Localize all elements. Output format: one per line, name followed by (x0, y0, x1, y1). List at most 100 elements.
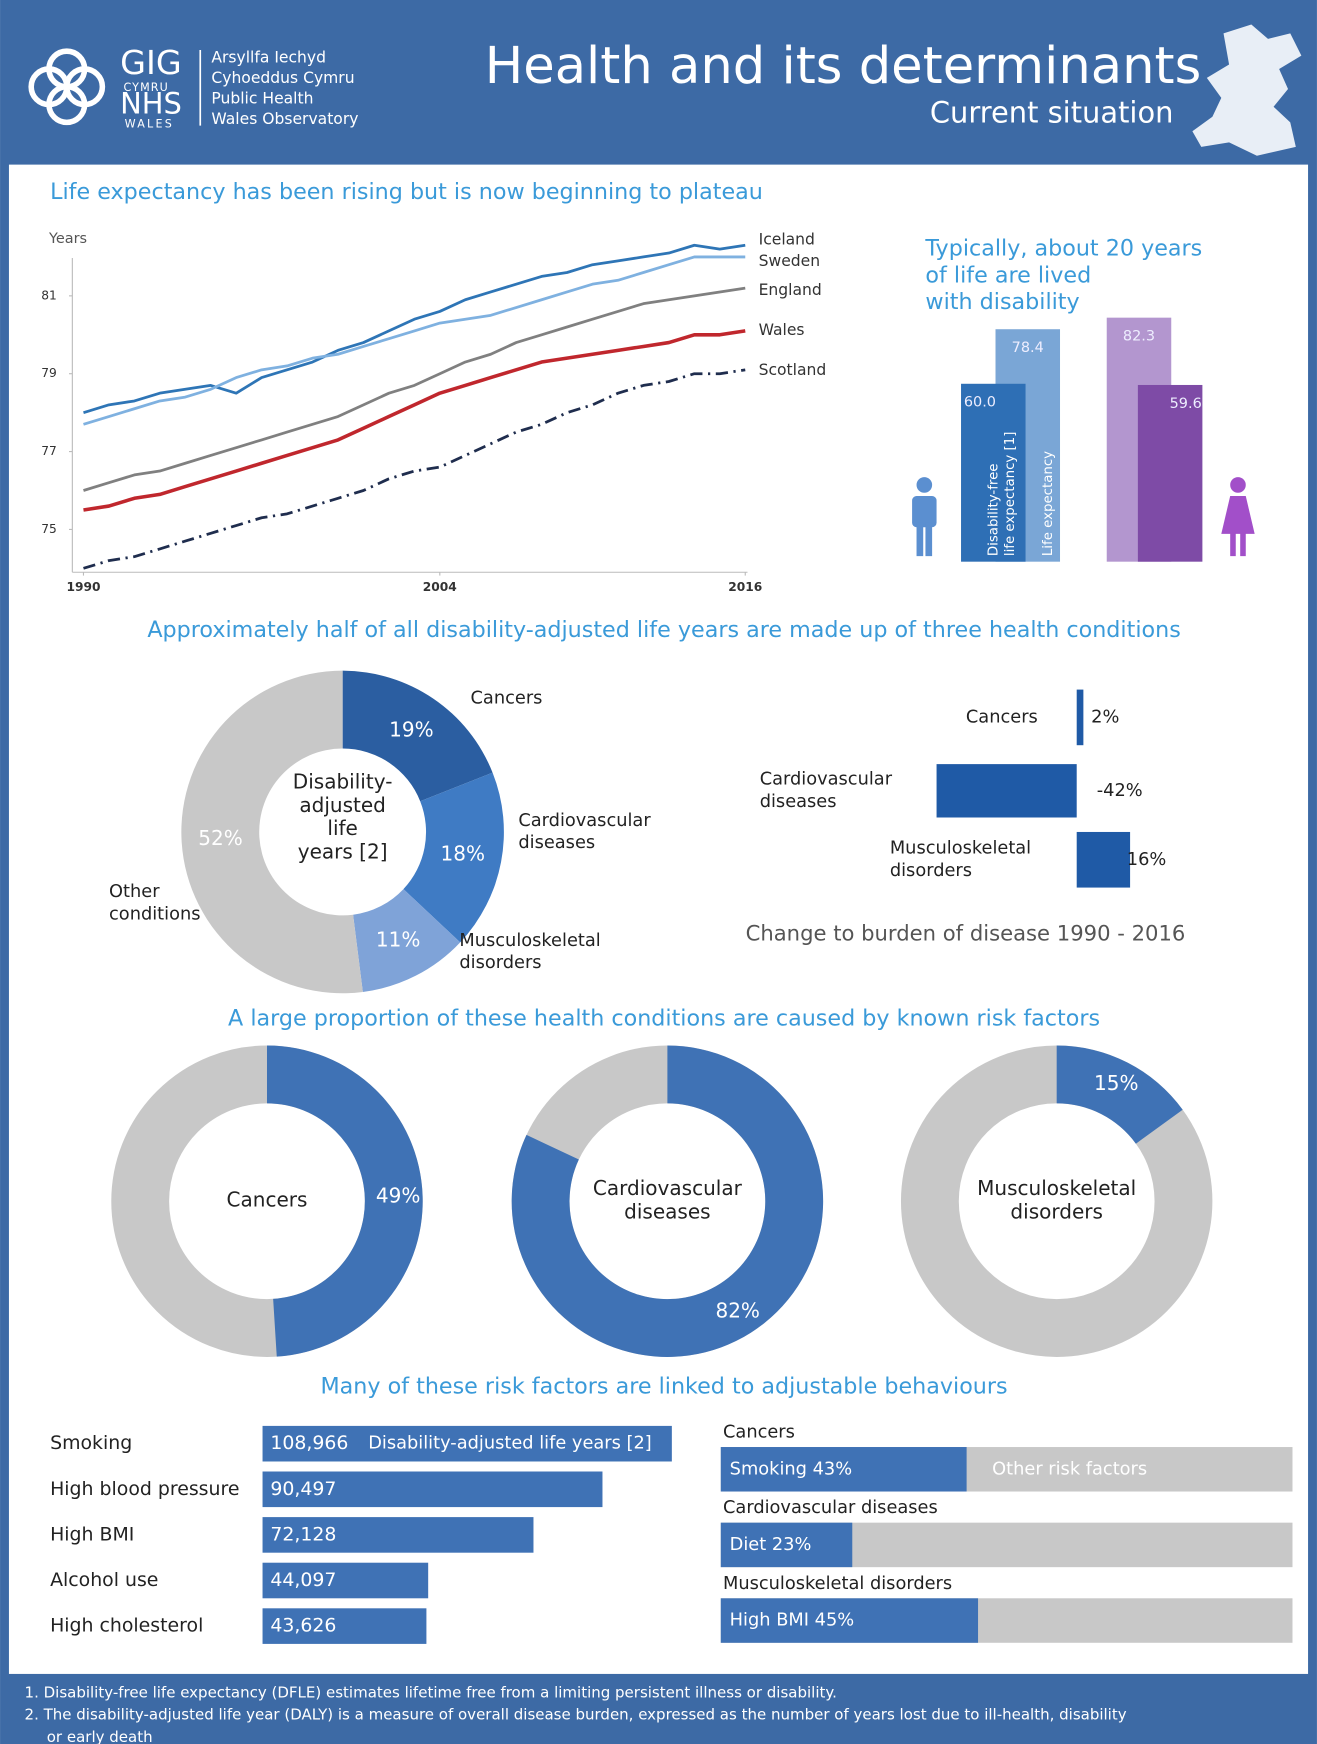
bar-value-label: 82.3 (1123, 329, 1155, 345)
female-icon (1221, 477, 1255, 557)
male-icon (912, 477, 937, 557)
series-label: Life expectancy (1041, 451, 1056, 556)
category-label: Cancers (723, 1422, 795, 1443)
category-label: disorders (890, 860, 972, 881)
series-label: Disability-free (986, 463, 1001, 556)
category-label: High BMI (50, 1523, 134, 1545)
category-label: Other (109, 881, 160, 902)
bar-value-label: Smoking 43% (730, 1458, 852, 1479)
series-label: life expectancy [1] (1003, 432, 1018, 557)
bar (1076, 689, 1084, 746)
category-label: conditions (109, 903, 200, 924)
series-label: Sweden (759, 252, 821, 270)
wales-map (1192, 24, 1302, 156)
category-label: High blood pressure (50, 1478, 239, 1500)
slice-label: 19% (389, 717, 434, 741)
bar (262, 1562, 429, 1599)
line-series (83, 243, 746, 414)
center-label: Disability- (293, 770, 393, 794)
category-label: Alcohol use (50, 1569, 158, 1591)
logo-org: Public Health (211, 89, 313, 107)
bar-value-label: 59.6 (1170, 396, 1202, 412)
logo-nhs: NHS (120, 87, 182, 121)
section-title: of life are lived (925, 262, 1091, 288)
y-tick-label: 77 (41, 444, 57, 458)
category-label: Cardiovascular diseases (723, 1497, 938, 1518)
center-label: life (327, 816, 357, 840)
bar (262, 1608, 427, 1644)
y-tick-label: 81 (41, 288, 57, 302)
donut-slice (511, 1045, 824, 1357)
category-label: Smoking (50, 1432, 132, 1454)
bar-value-label: 90,497 (270, 1478, 336, 1500)
bar-value-label: 16% (1127, 849, 1167, 870)
bar (262, 1471, 603, 1508)
slice-label: 82% (715, 1299, 760, 1323)
line-series (83, 368, 746, 570)
logo-knot (28, 48, 106, 126)
section-title: with disability (925, 289, 1079, 315)
x-tick-label: 2016 (728, 580, 762, 594)
center-label: Cardiovascular (593, 1176, 743, 1200)
category-label: diseases (518, 832, 595, 853)
bar (961, 383, 1026, 562)
pie-slice (353, 889, 461, 992)
logo-org: Cyhoeddus Cymru (211, 69, 354, 87)
center-label: disorders (1010, 1199, 1103, 1223)
y-tick-label: 75 (41, 522, 57, 536)
bar-value-label: 78.4 (1012, 340, 1044, 356)
center-label: diseases (624, 1199, 710, 1223)
bar (720, 1447, 967, 1492)
bar-value-label: Diet 23% (730, 1534, 812, 1555)
center-label: years [2] (298, 840, 388, 864)
slice-label: 49% (376, 1184, 421, 1208)
bar-value-label: High BMI 45% (730, 1610, 854, 1631)
line-series (83, 255, 746, 426)
series-label: Iceland (759, 231, 815, 249)
page-subtitle: Current situation (930, 96, 1174, 130)
center-label: Musculoskeletal (977, 1176, 1136, 1200)
pie-slice (342, 670, 493, 802)
rest-label: Other risk factors (992, 1458, 1147, 1479)
category-label: diseases (760, 791, 837, 812)
bar-value-label: 44,097 (270, 1569, 336, 1591)
section-title: Approximately half of all disability-adj… (147, 617, 1180, 643)
logo-cymru: CYMRU (124, 81, 169, 94)
y-axis-label: Years (48, 231, 87, 247)
donut-slice (1056, 1045, 1183, 1144)
bar-value-label: 2% (1091, 706, 1119, 727)
slice-label: 18% (441, 841, 486, 865)
bar (1076, 831, 1131, 888)
category-label: Musculoskeletal (459, 930, 600, 951)
category-label: Cardiovascular (760, 769, 893, 790)
page-title: Health and its determinants (485, 37, 1202, 96)
category-label: Musculoskeletal disorders (723, 1573, 952, 1594)
bar (262, 1517, 534, 1553)
category-label: Cancers (471, 687, 543, 708)
category-label: Musculoskeletal (890, 838, 1031, 859)
pie-slice (181, 670, 363, 994)
pie-slice (403, 772, 504, 943)
bar-value-label: -42% (1097, 780, 1143, 801)
bar (720, 1522, 853, 1568)
slice-label: 52% (198, 826, 243, 850)
bar (1137, 384, 1203, 562)
category-label: disorders (459, 952, 541, 973)
series-label: Wales (759, 321, 805, 339)
x-tick-label: 1990 (66, 580, 100, 594)
section-title: Typically, about 20 years (924, 236, 1202, 262)
bar-value-label: 43,626 (270, 1615, 336, 1637)
series-label: Scotland (759, 361, 827, 379)
bar-value-label: 108,966 (270, 1432, 348, 1454)
x-tick-label: 2004 (423, 580, 457, 594)
footnote: 2. The disability-adjusted life year (DA… (25, 1706, 1127, 1724)
logo-org: Wales Observatory (211, 110, 358, 128)
logo-org: Arsyllfa Iechyd (211, 48, 326, 66)
bar-value-label: 72,128 (270, 1523, 336, 1545)
center-label: adjusted (299, 793, 386, 817)
series-label: England (759, 281, 822, 299)
slice-label: 15% (1094, 1071, 1139, 1095)
section-title: A large proportion of these health condi… (228, 1005, 1100, 1031)
